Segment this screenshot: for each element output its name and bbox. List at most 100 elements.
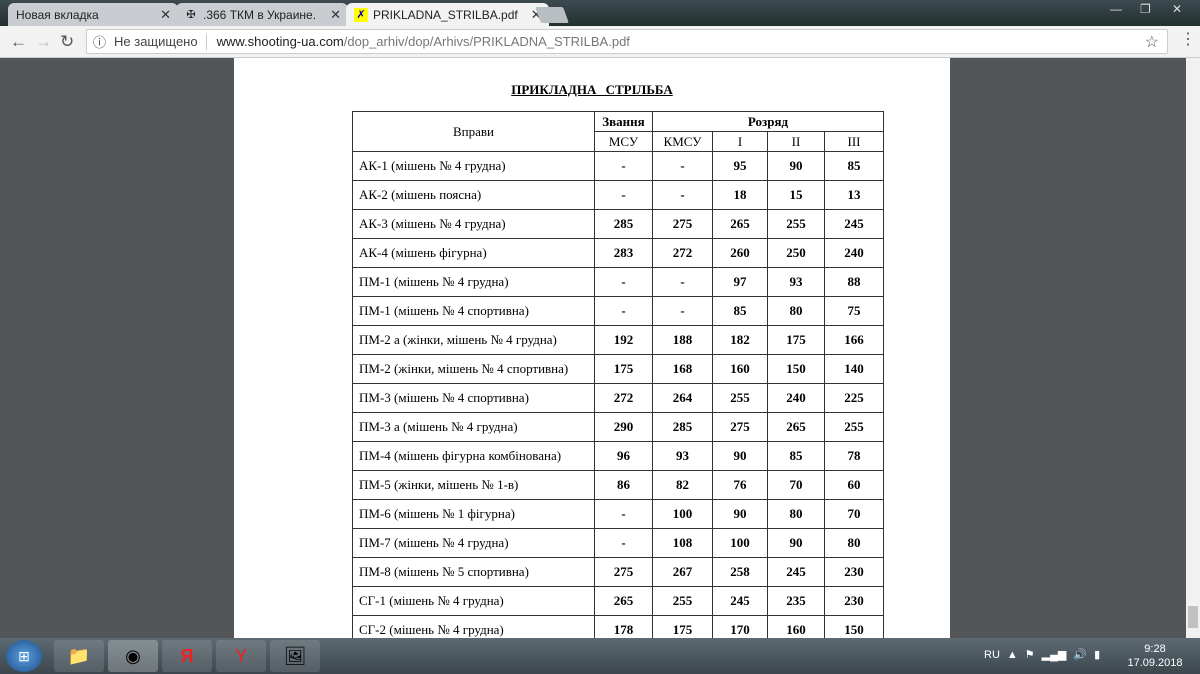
close-icon[interactable]: ✕ <box>160 6 171 22</box>
reload-icon[interactable]: ↻ <box>60 32 75 51</box>
score-cell: 230 <box>824 586 884 616</box>
maximize-icon[interactable]: ❐ <box>1140 2 1151 16</box>
action-center-flag-icon[interactable]: ⚑ <box>1024 649 1035 661</box>
tab-pdf[interactable]: ✗ PRIKLADNA_STRILBA.pdf ✕ <box>346 3 549 26</box>
address-bar[interactable]: ⓘ Не защищено www.shooting-ua.com/dop_ar… <box>86 29 1168 54</box>
table-body: АК-1 (мішень № 4 грудна) - -95 90 85 АК-2 (мі… <box>352 151 884 645</box>
table-row: ПМ-1 (мішень № 4 грудна) - -97 93 88 <box>352 267 884 297</box>
score-cell: 85 <box>824 151 884 181</box>
score-cell: 90 <box>767 528 825 558</box>
divider <box>205 33 207 50</box>
score-cell: 166 <box>824 325 884 355</box>
yandex-icon[interactable]: Я <box>162 640 212 672</box>
close-window-icon[interactable]: ✕ <box>1172 2 1183 16</box>
score-cell: - <box>652 296 713 326</box>
score-cell: 140 <box>824 354 884 384</box>
header-col: КМСУ <box>652 131 713 152</box>
score-cell: 240 <box>767 383 825 413</box>
info-icon[interactable]: ⓘ <box>93 35 107 50</box>
header-exercise: Вправи <box>352 111 595 152</box>
tab-label: Новая вкладка <box>16 7 99 22</box>
exercise-name: ПМ-5 (жінки, мішень № 1-в) <box>352 470 595 500</box>
score-cell: 245 <box>824 209 884 239</box>
score-cell: 264 <box>652 383 713 413</box>
score-cell: 285 <box>594 209 653 239</box>
close-icon[interactable]: ✕ <box>330 6 341 22</box>
score-cell: 230 <box>824 557 884 587</box>
table-row: ПМ-5 (жінки, мішень № 1-в) 86 82 76 70 60 <box>352 470 884 500</box>
score-cell: 275 <box>712 412 768 442</box>
score-cell: 80 <box>767 499 825 529</box>
photo-viewer-icon[interactable]: 🖼 <box>270 640 320 672</box>
score-cell: 258 <box>712 557 768 587</box>
header-col: II <box>767 131 825 152</box>
new-tab-button[interactable] <box>535 7 569 23</box>
score-cell: 90 <box>712 441 768 471</box>
score-cell: 85 <box>712 296 768 326</box>
volume-icon[interactable]: 🔊 <box>1073 649 1088 661</box>
score-cell: 78 <box>824 441 884 471</box>
score-cell: 93 <box>652 441 713 471</box>
score-cell: 82 <box>652 470 713 500</box>
document-title: ПРИКЛАДНА СТРІЛЬБА <box>511 82 673 97</box>
exercise-name: ПМ-2 а (жінки, мішень № 4 грудна) <box>352 325 595 355</box>
explorer-icon[interactable]: 📁 <box>54 640 104 672</box>
score-cell: 75 <box>824 296 884 326</box>
table-row: ПМ-6 (мішень № 1 фігурна) -100 90 80 70 <box>352 499 884 529</box>
score-cell: 275 <box>594 557 653 587</box>
header-rank: Звання <box>594 111 653 132</box>
header-category: Розряд <box>652 111 884 132</box>
score-cell: 188 <box>652 325 713 355</box>
back-icon[interactable]: ← <box>10 32 27 51</box>
score-cell: 80 <box>824 528 884 558</box>
tab-new-tab[interactable]: Новая вкладка ✕ <box>8 3 178 26</box>
score-cell: 15 <box>767 180 825 210</box>
clock[interactable]: 9:28 17.09.2018 <box>1126 642 1184 670</box>
table-row: ПМ-1 (мішень № 4 спортивна) - -85 80 75 <box>352 296 884 326</box>
exercise-name: ПМ-1 (мішень № 4 спортивна) <box>352 296 595 326</box>
menu-icon[interactable]: ⋮ <box>1180 31 1196 48</box>
score-cell: 108 <box>652 528 713 558</box>
forward-icon[interactable]: → <box>35 32 52 51</box>
table-row: ПМ-4 (мішень фігурна комбінована) 96 93 90 8… <box>352 441 884 471</box>
bookmark-star-icon[interactable]: ☆ <box>1144 34 1159 51</box>
score-cell: 80 <box>767 296 825 326</box>
score-cell: 265 <box>767 412 825 442</box>
score-cell: 175 <box>594 354 653 384</box>
score-cell: 13 <box>824 180 884 210</box>
header-col: МСУ <box>594 131 653 152</box>
score-cell: 250 <box>767 238 825 268</box>
score-cell: 96 <box>594 441 653 471</box>
table-row: ПМ-3 а (мішень № 4 грудна) 290 285 275 265 25… <box>352 412 884 442</box>
score-cell: 60 <box>824 470 884 500</box>
score-cell: 255 <box>652 586 713 616</box>
start-button[interactable]: ⊞ <box>6 640 42 672</box>
chrome-icon[interactable]: ◉ <box>108 640 158 672</box>
show-hidden-icons[interactable]: ▲ <box>1006 648 1018 661</box>
exercise-name: ПМ-6 (мішень № 1 фігурна) <box>352 499 595 529</box>
scrollbar[interactable] <box>1186 58 1200 638</box>
score-cell: 285 <box>652 412 713 442</box>
table-row: ПМ-7 (мішень № 4 грудна) -108 100 90 80 <box>352 528 884 558</box>
table-row: ПМ-8 (мішень № 5 спортивна) 275 267 258 245 2… <box>352 557 884 587</box>
yandex-browser-icon[interactable]: Y <box>216 640 266 672</box>
tab-366-tkm[interactable]: ✠ .366 ТКМ в Украине. Буд ✕ <box>176 3 348 26</box>
score-cell: 245 <box>767 557 825 587</box>
score-cell: 240 <box>824 238 884 268</box>
date: 17.09.2018 <box>1127 657 1183 669</box>
score-cell: - <box>652 151 713 181</box>
scrollbar-thumb[interactable] <box>1188 606 1198 628</box>
score-cell: 100 <box>712 528 768 558</box>
close-icon[interactable]: ✕ <box>530 6 542 22</box>
power-icon[interactable]: ▮ <box>1094 649 1101 661</box>
browser-toolbar: ← → ↻ ⓘ Не защищено www.shooting-ua.com /… <box>0 26 1200 58</box>
exercise-name: АК-4 (мішень фігурна) <box>352 238 595 268</box>
standards-table: Вправи Звання Розряд МСУ КМСУ I II III АК-1 … <box>352 111 884 645</box>
minimize-icon[interactable]: — <box>1110 2 1122 16</box>
language-indicator[interactable]: RU <box>984 648 1000 661</box>
security-label[interactable]: Не защищено <box>114 34 198 49</box>
taskbar: ⊞ 📁 ◉ Я Y 🖼 RU ▲ ⚑ ▂▄▆ 🔊 ▮ 9:28 17.09.201… <box>0 638 1200 674</box>
network-signal-icon[interactable]: ▂▄▆ <box>1041 649 1067 661</box>
score-cell: 18 <box>712 180 768 210</box>
pdf-page: ПРИКЛАДНА СТРІЛЬБА Вправи Звання Розряд … <box>234 58 950 645</box>
